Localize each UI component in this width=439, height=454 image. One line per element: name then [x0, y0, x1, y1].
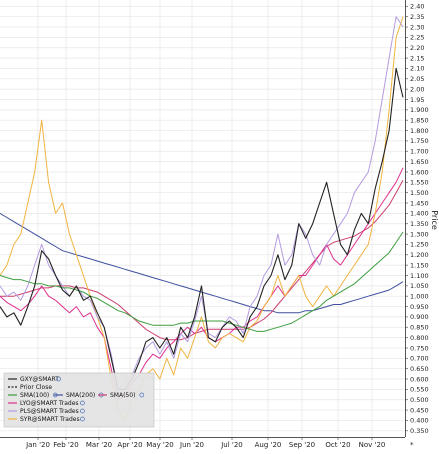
- x-tick-label: Sep '20: [289, 441, 315, 449]
- x-tick-label: Jan '20: [25, 441, 50, 449]
- y-tick-label: 1.800: [410, 127, 429, 135]
- series-line-sma-50: [0, 180, 404, 341]
- x-tick-label: Feb '20: [53, 441, 78, 449]
- legend-label: LYO@SMART Trades: [20, 400, 79, 407]
- y-tick-label: 0.850: [410, 324, 429, 332]
- y-tick-label: 0.550: [410, 386, 429, 394]
- x-tick-label: Oct '20: [325, 441, 350, 449]
- y-tick-label: 1.200: [410, 251, 429, 259]
- y-tick-label: 1.850: [410, 117, 429, 125]
- legend-label: SMA(200): [66, 392, 95, 399]
- y-tick-label: 1.150: [410, 261, 429, 269]
- series-line-pls-smart-trades: [0, 16, 404, 390]
- y-tick-label: 1.700: [410, 148, 429, 156]
- y-tick-label: 1.750: [410, 137, 429, 145]
- x-tick-label: May '20: [146, 441, 174, 449]
- y-tick-label: 0.600: [410, 375, 429, 383]
- y-tick-label: 0.700: [410, 355, 429, 363]
- y-tick-label: 2.35: [410, 13, 424, 21]
- visibility-icon[interactable]: [56, 376, 61, 382]
- y-tick-label: 0.650: [410, 365, 429, 373]
- x-tick-label: Aug '20: [255, 441, 282, 449]
- y-tick-label: 0.450: [410, 406, 429, 414]
- visibility-icon[interactable]: [139, 392, 145, 398]
- y-tick-label: 0.500: [410, 396, 429, 404]
- y-tick-label: 1.400: [410, 210, 429, 218]
- y-tick-label: 2.20: [410, 44, 424, 52]
- y-tick-label: 0.400: [410, 417, 429, 425]
- x-tick-label: Mar '20: [86, 441, 112, 449]
- y-tick-label: 0.950: [410, 303, 429, 311]
- y-tick-label: 2.10: [410, 65, 424, 73]
- y-tick-label: 2.30: [410, 23, 424, 31]
- y-tick-label: 0.350: [410, 427, 429, 435]
- series-line-syr-smart-trades: [0, 16, 404, 421]
- corner-mark: *: [410, 441, 414, 449]
- series-line-gxy-smart: [0, 67, 404, 390]
- y-tick-label: 1.050: [410, 282, 429, 290]
- y-tick-label: 0.800: [410, 334, 429, 342]
- series-lines: [0, 16, 404, 421]
- y-tick-label: 2.25: [410, 34, 424, 42]
- y-tick-label: 2.00: [410, 85, 424, 93]
- x-tick-label: Jul '20: [220, 441, 243, 449]
- y-tick-label: 0.900: [410, 313, 429, 321]
- legend-label: Prior Close: [20, 384, 52, 391]
- y-tick-label: 1.650: [410, 158, 429, 166]
- y-tick-label: 2.05: [410, 75, 424, 83]
- y-tick-label: 1.000: [410, 293, 429, 301]
- legend-label: SYR@SMART Trades: [20, 416, 80, 423]
- y-tick-label: 1.550: [410, 179, 429, 187]
- x-axis: Jan '20 Feb '20 Mar '20 Apr '20 May '20 Jun '…: [0, 437, 405, 449]
- y-tick-label: 1.300: [410, 230, 429, 238]
- series-line-lyo-smart-trades: [0, 167, 404, 401]
- y-axis: 2.40 2.35 2.30 2.25 2.20 2.15 2.10 2.05 2.00 1.95…: [405, 0, 429, 437]
- x-tick-label: Apr '20: [117, 441, 142, 449]
- y-axis-title: Price: [430, 210, 439, 230]
- y-tick-label: 2.40: [410, 3, 424, 11]
- visibility-icon[interactable]: [80, 400, 85, 406]
- y-tick-label: 1.100: [410, 272, 429, 280]
- y-tick-label: 2.15: [410, 54, 424, 62]
- legend-label: GXY@SMART: [20, 376, 59, 383]
- visibility-icon[interactable]: [80, 408, 85, 414]
- y-tick-label: 1.900: [410, 106, 429, 114]
- y-tick-label: 1.350: [410, 220, 429, 228]
- series-line-sma-100: [0, 231, 404, 332]
- y-tick-label: 1.600: [410, 168, 429, 176]
- x-tick-label: Nov '20: [359, 441, 386, 449]
- legend-label: SMA(100): [20, 392, 49, 399]
- y-tick-label: 1.95: [410, 96, 424, 104]
- y-tick-label: 1.500: [410, 189, 429, 197]
- y-tick-label: 1.250: [410, 241, 429, 249]
- legend-label: PLS@SMART Trades: [20, 408, 79, 415]
- series-line-sma-200: [0, 212, 404, 314]
- visibility-icon[interactable]: [80, 416, 85, 422]
- plot-area: [0, 0, 405, 437]
- grid-lines: [0, 0, 405, 437]
- y-tick-label: 0.750: [410, 344, 429, 352]
- x-tick-label: Jun '20: [179, 441, 204, 449]
- y-tick-label: 1.450: [410, 199, 429, 207]
- legend-label: SMA(50): [110, 392, 135, 399]
- legend-box: [3, 372, 155, 428]
